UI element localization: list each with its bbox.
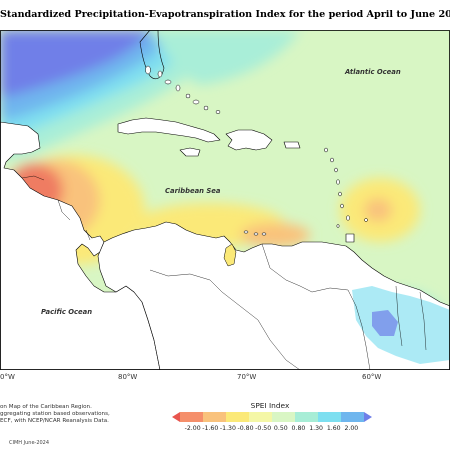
wet-zone-cyan-north (150, 30, 300, 85)
land-guianas-deep (372, 310, 398, 336)
legend-title: SPEI Index (250, 401, 290, 410)
legend-label: 1.60 (326, 425, 341, 432)
legend-swatch (295, 412, 318, 422)
label-atlantic-ocean: Atlantic Ocean (344, 68, 401, 76)
label-caribbean-sea: Caribbean Sea (165, 187, 221, 195)
label-pacific-ocean: Pacific Ocean (41, 308, 92, 316)
legend-swatch (172, 412, 180, 422)
land-south-america (97, 221, 450, 370)
land-trinidad (345, 233, 355, 243)
legend-swatch (364, 412, 372, 422)
legend-swatch (249, 412, 272, 422)
legend-label: -1.60 (202, 425, 219, 432)
note-line-1: on Map of the Caribbean Region. (0, 404, 92, 410)
land-florida-peninsula (139, 30, 165, 80)
legend-swatch (226, 412, 249, 422)
wet-zone-purple (0, 30, 150, 96)
tick-90w: 0°W (0, 373, 15, 381)
lake-maracaibo (223, 243, 237, 267)
tick-60w: 60°W (362, 373, 382, 381)
abc-islands (243, 230, 267, 236)
legend-label: 1.30 (309, 425, 323, 432)
credit-text: CIMH June-2024 (9, 440, 50, 446)
land-cuba (117, 117, 221, 143)
legend-swatch (318, 412, 341, 422)
legend-swatch (341, 412, 364, 422)
legend-colorbar (172, 412, 372, 422)
lesser-antilles (324, 147, 368, 228)
legend-label: 2.00 (344, 425, 359, 432)
note-line-3: ECF, with NCEP/NCAR Reanalysis Data. (0, 418, 109, 424)
country-borders (21, 175, 427, 370)
bahamas-islands (145, 65, 221, 114)
legend-label: 0.80 (291, 425, 306, 432)
legend-swatch (272, 412, 295, 422)
tick-80w: 80°W (118, 373, 138, 381)
dry-zone-orange-venezuela (240, 223, 310, 247)
land-puerto-rico (283, 141, 301, 149)
legend-label: -0.80 (237, 425, 254, 432)
land-hispaniola (225, 129, 273, 151)
legend-label: -2.00 (184, 425, 201, 432)
legend-swatch (180, 412, 203, 422)
note-line-2: ggregating station based observations, (0, 411, 110, 417)
legend-label: -0.50 (255, 425, 272, 432)
map-title: Standardized Precipitation-Evapotranspir… (0, 9, 450, 20)
legend-label: 0.50 (273, 425, 288, 432)
legend-label: -1.30 (219, 425, 236, 432)
legend-swatch (203, 412, 226, 422)
land-jamaica (179, 147, 201, 157)
dry-zone-orange-east (364, 198, 392, 222)
spei-map: Atlantic Ocean Caribbean Sea Pacific Oce… (0, 30, 450, 370)
tick-70w: 70°W (237, 373, 257, 381)
